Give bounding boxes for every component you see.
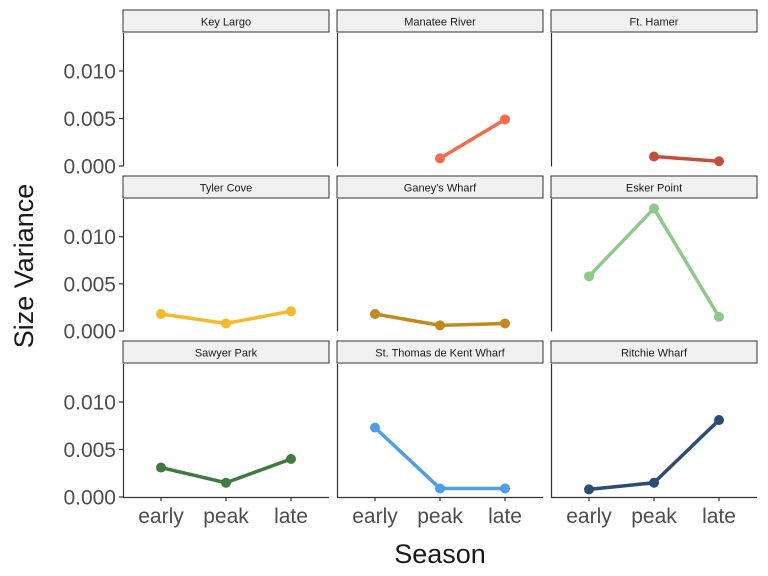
data-point-esker-point-late — [714, 312, 724, 322]
facet-st-thomas-de-kent-wharf: St. Thomas de Kent Wharf early peak late — [337, 341, 543, 528]
data-point-manatee-river-peak — [435, 153, 445, 163]
facet-strip-label: Sawyer Park — [195, 348, 258, 360]
series-line-esker-point — [589, 208, 719, 316]
x-tick-label: early — [566, 505, 612, 528]
data-point-st-thomas-de-kent-wharf-late — [500, 483, 510, 493]
y-tick-label: 0.000 — [63, 156, 116, 179]
y-tick-label: 0.000 — [63, 321, 116, 344]
data-point-sawyer-park-early — [156, 463, 166, 473]
series-line-st-thomas-de-kent-wharf — [375, 428, 505, 489]
data-point-esker-point-early — [584, 271, 594, 281]
x-tick-label: late — [488, 505, 522, 528]
facet-ft-hamer: Ft. Hamer — [551, 10, 757, 167]
facet-strip-label: Manatee River — [404, 17, 476, 29]
data-point-tyler-cove-peak — [221, 318, 231, 328]
y-tick-label: 0.000 — [63, 487, 116, 510]
facet-strip-label: Tyler Cove — [200, 183, 253, 195]
x-tick-label: peak — [631, 505, 677, 528]
y-tick-label: 0.010 — [63, 226, 116, 249]
y-axis-title: Size Variance — [9, 184, 39, 349]
data-point-ritchie-wharf-peak — [649, 478, 659, 488]
x-tick-label: early — [138, 505, 184, 528]
facet-strip-label: Key Largo — [201, 17, 251, 29]
data-point-tyler-cove-early — [156, 309, 166, 319]
facet-strip-label: St. Thomas de Kent Wharf — [375, 348, 505, 360]
facet-strip-label: Ritchie Wharf — [621, 348, 688, 360]
x-tick-label: early — [352, 505, 398, 528]
facet-manatee-river: Manatee River — [337, 10, 543, 167]
data-point-ritchie-wharf-early — [584, 484, 594, 494]
data-point-esker-point-peak — [649, 203, 659, 213]
data-point-manatee-river-late — [500, 114, 510, 124]
data-point-ganey-s-wharf-late — [500, 318, 510, 328]
y-tick-label: 0.005 — [63, 439, 116, 462]
y-tick-label: 0.010 — [63, 61, 116, 84]
facet-panels: Key Largo 0.000 0.005 0.010 Manatee River Ft.… — [63, 10, 757, 528]
y-tick-label: 0.010 — [63, 392, 116, 415]
data-point-tyler-cove-late — [286, 306, 296, 316]
data-point-sawyer-park-peak — [221, 478, 231, 488]
data-point-ganey-s-wharf-early — [370, 309, 380, 319]
facet-ritchie-wharf: Ritchie Wharf early peak late — [551, 341, 757, 528]
facet-tyler-cove: Tyler Cove 0.000 0.005 0.010 — [63, 176, 329, 344]
facet-ganey-s-wharf: Ganey's Wharf — [337, 176, 543, 332]
x-tick-label: late — [274, 505, 308, 528]
x-tick-label: peak — [417, 505, 463, 528]
data-point-ft-hamer-late — [714, 156, 724, 166]
facet-strip-label: Ft. Hamer — [630, 17, 679, 29]
data-point-ganey-s-wharf-peak — [435, 320, 445, 330]
facet-key-largo: Key Largo 0.000 0.005 0.010 — [63, 10, 329, 179]
x-tick-label: peak — [203, 505, 249, 528]
facet-strip-label: Esker Point — [626, 183, 682, 195]
series-line-manatee-river — [440, 119, 505, 158]
x-axis-title: Season — [394, 539, 486, 569]
data-point-ritchie-wharf-late — [714, 415, 724, 425]
data-point-sawyer-park-late — [286, 454, 296, 464]
facet-sawyer-park: Sawyer Park 0.000 0.005 0.010 early peak late — [63, 341, 329, 528]
facet-strip-label: Ganey's Wharf — [404, 183, 477, 195]
y-tick-label: 0.005 — [63, 108, 116, 131]
series-line-ft-hamer — [654, 157, 719, 162]
y-tick-label: 0.005 — [63, 273, 116, 296]
data-point-st-thomas-de-kent-wharf-early — [370, 423, 380, 433]
data-point-ft-hamer-peak — [649, 152, 659, 162]
facet-esker-point: Esker Point — [551, 176, 757, 332]
data-point-st-thomas-de-kent-wharf-peak — [435, 483, 445, 493]
x-tick-label: late — [702, 505, 736, 528]
